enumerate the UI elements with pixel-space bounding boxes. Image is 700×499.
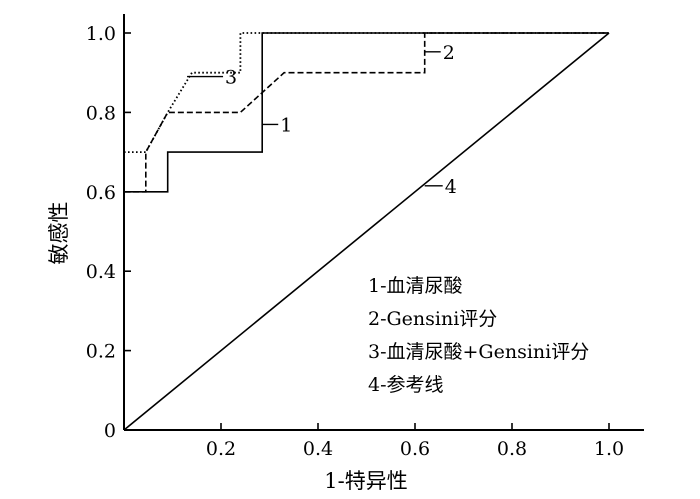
x-tick-label: 0.4 (303, 438, 333, 460)
y-tick-label: 0.8 (86, 102, 116, 124)
plot-area: 1 2 3 4 (123, 32, 610, 431)
y-tick-label: 0.6 (86, 182, 116, 204)
series-3-label: 3 (225, 67, 237, 89)
series-1-label: 1 (280, 114, 292, 136)
x-tick-label: 0.8 (497, 438, 527, 460)
x-tick-label: 0.2 (206, 438, 236, 460)
x-tick-label: 1.0 (594, 438, 624, 460)
legend-entry: 3-血清尿酸+Gensini评分 (368, 341, 589, 363)
y-tick-label: 0.2 (86, 341, 116, 363)
y-tick-label: 0.4 (86, 261, 116, 283)
legend-entry: 2-Gensini评分 (368, 308, 497, 330)
x-tick-label: 0.6 (400, 438, 430, 460)
series-4-line (123, 32, 610, 431)
legend: 1-血清尿酸 2-Gensini评分 3-血清尿酸+Gensini评分 4-参考线 (368, 275, 589, 396)
x-axis-label: 1-特异性 (324, 469, 407, 493)
series-2-label: 2 (443, 42, 455, 64)
legend-entry: 4-参考线 (368, 374, 444, 396)
axes: 0.2 0.4 0.6 0.8 1.0 0 0.2 0.4 0.6 0.8 1.0 (86, 14, 644, 460)
y-tick-label: 0 (104, 420, 116, 442)
y-tick-label: 1.0 (86, 23, 116, 45)
y-axis-label: 敏感性 (47, 202, 71, 265)
series-2-line (124, 32, 609, 193)
series-4-label: 4 (445, 176, 457, 198)
legend-entry: 1-血清尿酸 (368, 275, 463, 297)
